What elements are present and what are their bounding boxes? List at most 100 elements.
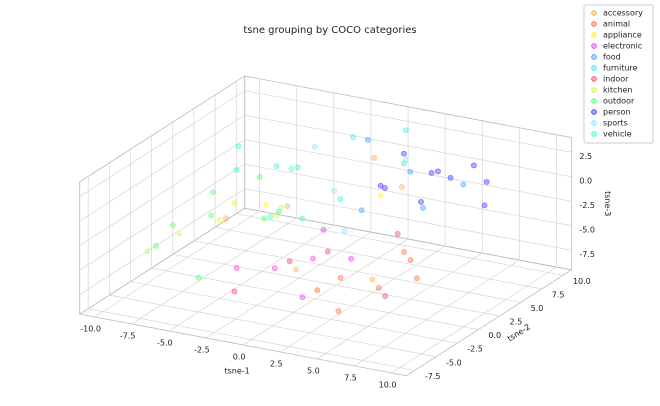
point — [208, 212, 214, 219]
point — [403, 127, 409, 134]
legend-box — [583, 4, 654, 144]
grid-line — [244, 188, 572, 251]
legend-marker — [591, 21, 597, 27]
y-tick-label: 2.5 — [510, 318, 523, 327]
point — [394, 230, 401, 237]
x-tick-label: 2.5 — [270, 359, 283, 368]
z-tick-label: 0.0 — [579, 176, 592, 185]
x-tick-label: -5.0 — [157, 338, 173, 347]
legend-label: appliance — [603, 31, 642, 40]
point — [350, 134, 356, 140]
grid-line — [205, 231, 372, 339]
point — [337, 274, 344, 281]
point — [420, 204, 426, 211]
point — [371, 154, 378, 161]
point — [348, 255, 354, 262]
point — [435, 168, 441, 175]
grid-line — [79, 90, 245, 197]
point — [324, 248, 331, 255]
grid-line — [88, 308, 415, 371]
legend-label: animal — [603, 20, 630, 29]
legend-label: vehicle — [603, 130, 632, 139]
point — [428, 170, 435, 176]
grid-line — [215, 226, 542, 290]
z-axis-label: tsne-3 — [603, 191, 612, 216]
legend-label: outdoor — [603, 97, 635, 106]
point — [231, 200, 238, 206]
legend-marker — [591, 65, 597, 71]
grid-line — [79, 188, 245, 295]
legend: accessory animal appliance electronic food fu… — [583, 4, 654, 144]
grid-line — [244, 90, 572, 153]
point — [413, 275, 420, 282]
x-tick-label: 0.0 — [233, 352, 246, 361]
z-tick-label: 2.5 — [579, 152, 592, 161]
legend-label: kitchen — [603, 86, 632, 95]
legend-marker — [591, 10, 597, 16]
grid-line — [79, 163, 245, 271]
legend-marker — [591, 43, 597, 49]
y-tick-label: 5.0 — [531, 304, 544, 313]
grid-line — [354, 259, 520, 367]
point — [375, 284, 382, 291]
grid-line — [172, 254, 500, 317]
legend-label: accessory — [603, 9, 643, 18]
x-tick-label: 5.0 — [307, 366, 320, 375]
point — [335, 308, 342, 314]
legend-marker — [591, 109, 597, 115]
y-tick-label: 10.0 — [573, 277, 591, 286]
grid-line — [109, 294, 437, 358]
legend-marker — [591, 32, 597, 38]
point — [176, 230, 183, 237]
legend-label: sports — [603, 119, 628, 128]
x-tick-label: 10.0 — [379, 380, 397, 389]
z-tick-label: -5.0 — [579, 225, 595, 234]
side-pane — [79, 75, 246, 315]
point — [407, 257, 414, 264]
y-tick-label: 0.0 — [488, 331, 501, 340]
point — [294, 164, 301, 171]
grid-line — [242, 238, 409, 346]
grid-line — [280, 245, 446, 353]
grid-line — [130, 281, 458, 344]
grid-line — [168, 224, 334, 332]
point — [470, 162, 477, 169]
legend-label: person — [603, 108, 630, 117]
point — [284, 203, 291, 209]
x-tick-label: -2.5 — [194, 345, 210, 354]
grid-line — [236, 213, 564, 276]
point — [331, 188, 337, 194]
point — [299, 215, 306, 222]
point — [314, 287, 321, 294]
point — [310, 255, 316, 262]
z-tick-label: -7.5 — [579, 250, 595, 259]
point — [311, 143, 318, 150]
grid-line — [193, 240, 521, 303]
point — [337, 196, 344, 203]
legend-label: electronic — [603, 42, 642, 51]
grid-line — [79, 114, 245, 222]
point — [481, 202, 488, 209]
legend-marker — [591, 120, 597, 126]
point — [267, 213, 274, 220]
point — [407, 168, 414, 175]
grid-line — [131, 217, 297, 325]
legend-label: indoor — [603, 75, 629, 84]
point — [256, 174, 263, 180]
y-tick-label: -2.5 — [467, 345, 483, 354]
x-tick-label: 7.5 — [344, 373, 357, 382]
point — [447, 174, 454, 181]
z-tick-label: -2.5 — [579, 201, 595, 210]
point — [341, 227, 348, 234]
point — [233, 265, 240, 271]
point — [222, 215, 229, 222]
legend-marker — [591, 76, 597, 82]
point — [377, 182, 384, 189]
point — [231, 288, 238, 295]
point — [195, 274, 202, 281]
y-tick-label: 7.5 — [552, 290, 565, 299]
point — [460, 181, 467, 188]
y-tick-label: -5.0 — [446, 358, 462, 367]
chart-title: tsne grouping by COCO categories — [243, 25, 416, 36]
point — [401, 248, 407, 255]
